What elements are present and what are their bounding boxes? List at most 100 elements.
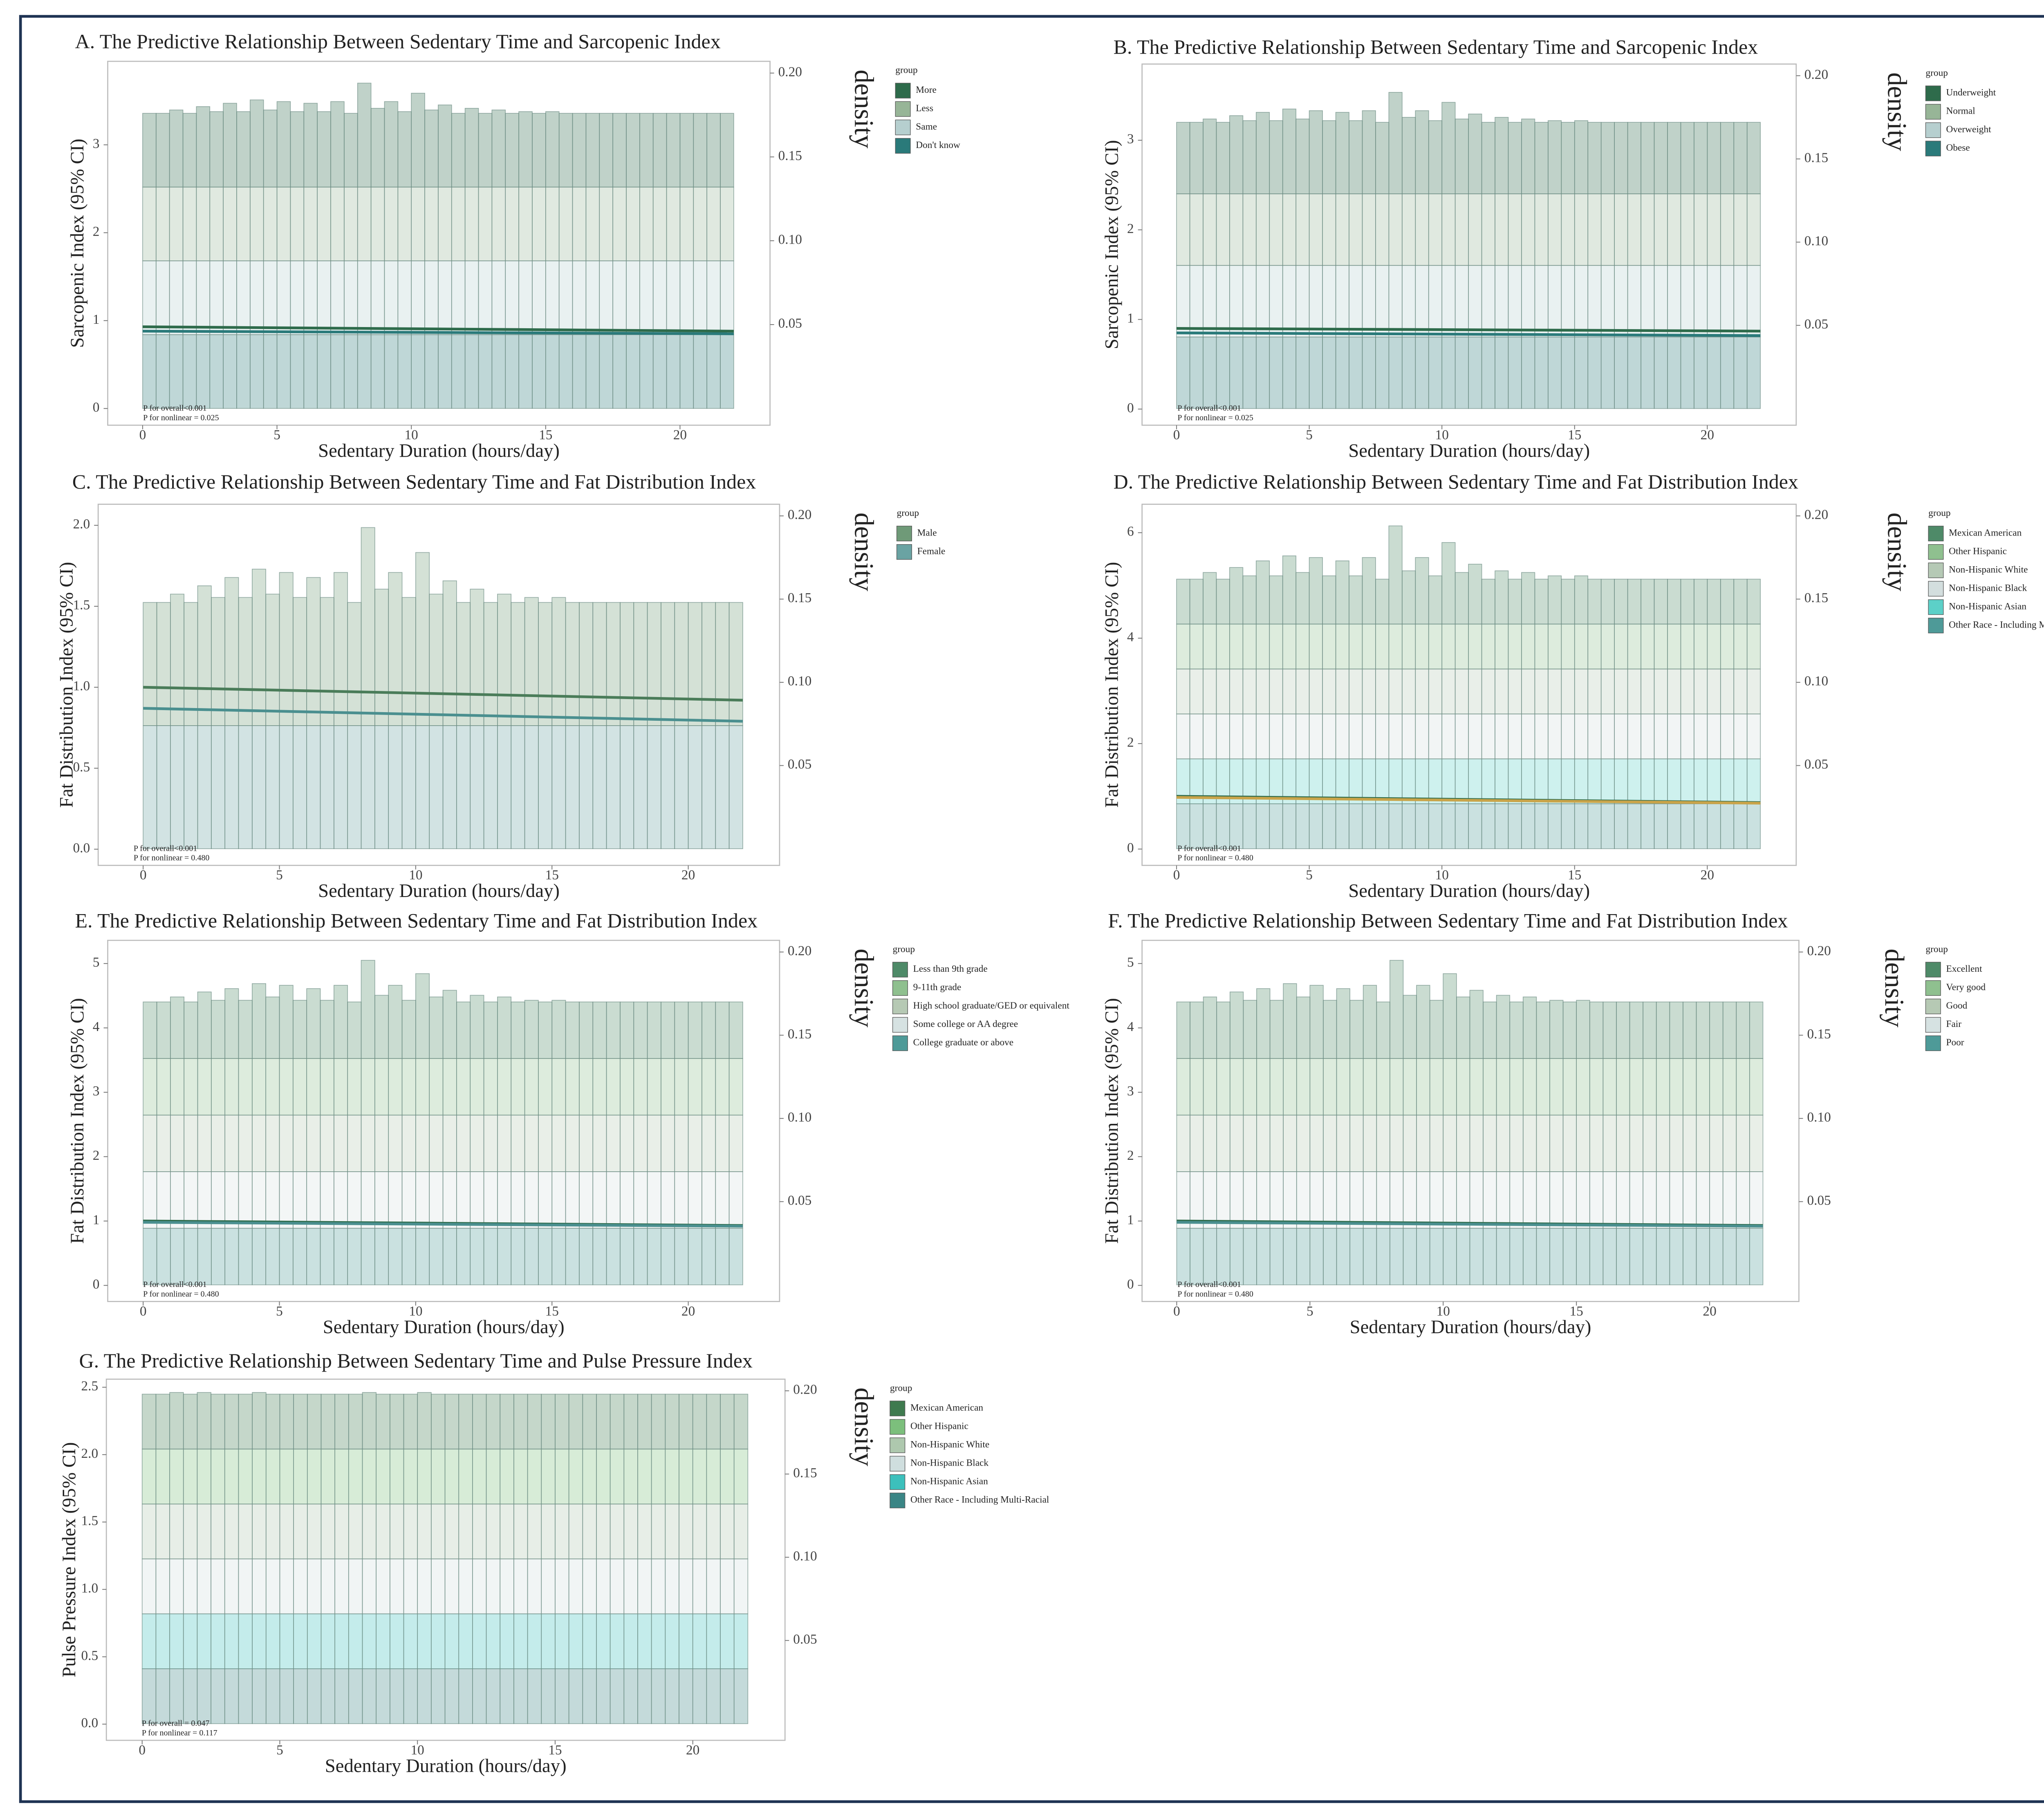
legend-swatch <box>1925 1017 1941 1033</box>
histogram-bar <box>456 1228 471 1285</box>
histogram-bar <box>1335 713 1349 760</box>
y2-tick-label: 0.10 <box>1804 233 1828 249</box>
histogram-bar <box>464 260 479 335</box>
bars <box>1176 92 1761 409</box>
histogram-bar <box>1641 758 1655 805</box>
histogram-bar <box>1549 1114 1564 1172</box>
histogram-bar <box>156 1001 171 1059</box>
histogram-bar <box>1614 803 1628 849</box>
legend-swatch <box>1925 122 1941 138</box>
histogram-bar <box>497 996 512 1059</box>
histogram-bar <box>620 1001 634 1059</box>
histogram-bar <box>513 1448 528 1504</box>
histogram-bar <box>1602 1001 1617 1059</box>
histogram-bar <box>1587 122 1602 195</box>
histogram-bar <box>384 101 399 188</box>
histogram-bar <box>374 1171 389 1229</box>
histogram-bar <box>1509 1058 1524 1116</box>
histogram-bar <box>197 585 212 726</box>
histogram-bar <box>376 1668 390 1724</box>
legend-title: group <box>895 65 917 76</box>
histogram-bar <box>720 1504 735 1560</box>
histogram-bar <box>1683 1114 1697 1172</box>
legend-label: High school graduate/GED or equivalent <box>913 1000 1070 1011</box>
histogram-bar <box>1216 122 1230 195</box>
plot-frame <box>1141 63 1797 426</box>
histogram-bar <box>1229 1058 1244 1116</box>
histogram-bar <box>661 602 675 726</box>
histogram-bar <box>390 1668 404 1724</box>
histogram-bar <box>1216 1228 1230 1285</box>
histogram-bar <box>500 1613 514 1669</box>
histogram-bar <box>1189 623 1204 670</box>
histogram-bar <box>170 1114 185 1172</box>
histogram-bar <box>183 1558 198 1614</box>
histogram-bar <box>688 1058 702 1116</box>
histogram-bar <box>620 1228 634 1285</box>
histogram-bar <box>623 1504 638 1560</box>
histogram-bar <box>1255 668 1270 715</box>
histogram-bar <box>1229 991 1244 1059</box>
histogram-bar <box>633 1228 648 1285</box>
y-tick-label: 5 <box>1127 955 1134 970</box>
histogram-bar <box>1309 1228 1324 1285</box>
histogram-bar <box>1746 265 1761 338</box>
histogram-bar <box>1282 193 1297 266</box>
y-tick-label: 2 <box>93 224 100 239</box>
histogram-bar <box>1375 713 1390 760</box>
histogram-bar <box>1707 758 1721 805</box>
histogram-bar <box>390 1613 404 1669</box>
histogram-bar <box>565 602 580 726</box>
histogram-bar <box>1696 1171 1710 1229</box>
histogram-bar <box>606 1171 621 1229</box>
histogram-bar <box>224 1668 239 1724</box>
y2-tick-label: 0.10 <box>788 1110 811 1125</box>
histogram-bar <box>1656 1228 1670 1285</box>
histogram-bar <box>456 1114 471 1172</box>
y-tick-label: 2 <box>1127 221 1134 236</box>
histogram-bar <box>728 725 743 849</box>
histogram-bar <box>348 1448 363 1504</box>
histogram-bar <box>1536 1171 1550 1229</box>
fit-line <box>1177 1221 1763 1228</box>
histogram-bar <box>1481 758 1495 805</box>
histogram-bar <box>582 1668 597 1724</box>
histogram-bar <box>1694 713 1708 760</box>
histogram-bar <box>706 1448 721 1504</box>
histogram-bar <box>497 1058 512 1116</box>
histogram-bar <box>320 597 334 726</box>
histogram-bar <box>1416 1114 1430 1172</box>
histogram-bar <box>610 1668 625 1724</box>
histogram-bar <box>374 1114 389 1172</box>
histogram-bar <box>651 1448 666 1504</box>
histogram-bar <box>1521 336 1535 409</box>
histogram-bar <box>1349 265 1363 338</box>
histogram-bar <box>1614 193 1628 266</box>
histogram-bar <box>1481 803 1495 849</box>
histogram-bar <box>370 260 385 335</box>
histogram-bar <box>1468 713 1482 760</box>
histogram-bar <box>224 725 239 849</box>
histogram-bar <box>1402 265 1416 338</box>
legend-swatch <box>1928 581 1944 597</box>
histogram-bar <box>265 1668 280 1724</box>
histogram-bar <box>362 1613 377 1669</box>
histogram-bar <box>293 1394 308 1450</box>
x-tick-label: 10 <box>409 868 422 883</box>
histogram-bar <box>170 725 185 849</box>
histogram-bar <box>1496 1228 1511 1285</box>
histogram-bar <box>1441 758 1456 805</box>
histogram-bar <box>1363 985 1377 1059</box>
histogram-bar <box>620 725 634 849</box>
x-tick-label: 15 <box>1570 1304 1583 1319</box>
histogram-bar <box>263 260 278 335</box>
histogram-bar <box>1243 1000 1257 1059</box>
histogram-bar <box>1349 1228 1364 1285</box>
histogram-bar <box>183 1448 198 1504</box>
y2-axis-title: density <box>1879 949 1909 1028</box>
y-tick-label: 1.0 <box>81 1580 98 1596</box>
histogram-bar <box>665 1668 679 1724</box>
histogram-bar <box>1269 803 1283 849</box>
histogram-bar <box>141 1558 157 1614</box>
histogram-bar <box>362 1668 377 1724</box>
